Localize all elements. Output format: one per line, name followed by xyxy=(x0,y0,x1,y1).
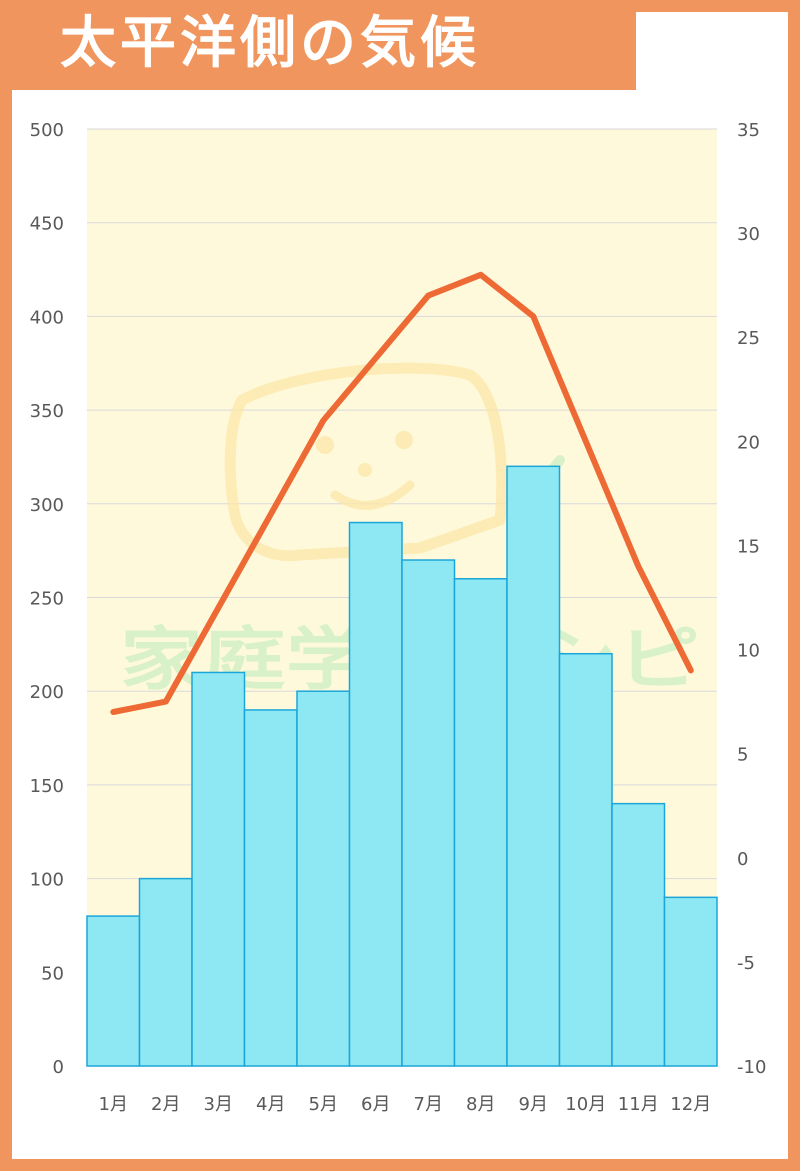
left-axis-tick-label: 100 xyxy=(30,870,64,891)
x-axis-ticks: 1月 2月 3月 4月 5月 6月 7月 8月 9月 10月 11月 12月 xyxy=(99,1094,712,1115)
bar xyxy=(453,578,508,1067)
right-axis-tick-label: 35 xyxy=(737,120,760,141)
line-point xyxy=(112,711,114,713)
line-point xyxy=(585,440,587,442)
x-axis-tick-label: 5月 xyxy=(309,1094,338,1115)
line-point xyxy=(637,565,639,567)
right-axis-tick-label: -10 xyxy=(737,1057,766,1078)
x-axis-tick-label: 2月 xyxy=(151,1094,180,1115)
right-axis-tick-label: 5 xyxy=(737,745,748,766)
left-axis-tick-label: 200 xyxy=(30,682,64,703)
left-axis-tick-label: 0 xyxy=(53,1057,64,1078)
left-axis-tick-label: 400 xyxy=(30,307,64,328)
left-axis-tick-label: 250 xyxy=(30,589,64,610)
left-axis-tick-label: 450 xyxy=(30,214,64,235)
line-point xyxy=(322,420,324,422)
line-point xyxy=(427,295,429,297)
right-axis-tick-label: 20 xyxy=(737,432,760,453)
watermark-eye-right-icon xyxy=(395,431,413,449)
bar xyxy=(86,915,141,1067)
watermark-nose-icon xyxy=(358,463,372,477)
line-point xyxy=(165,701,167,703)
left-axis-tick-label: 350 xyxy=(30,401,64,422)
x-axis-tick-label: 10月 xyxy=(565,1094,606,1115)
right-axis-tick-label: 10 xyxy=(737,641,760,662)
x-axis-tick-label: 9月 xyxy=(519,1094,548,1115)
title-band: 太平洋側の気候 xyxy=(0,0,636,90)
watermark-face-icon xyxy=(224,362,508,562)
bar xyxy=(348,521,403,1067)
left-axis-ticks: 0 50 100 150 200 250 300 350 400 450 500 xyxy=(30,120,64,1078)
right-axis-ticks: -10 -5 0 5 10 15 20 25 30 35 xyxy=(737,120,766,1078)
line-point xyxy=(217,607,219,609)
line-point xyxy=(690,669,692,671)
x-axis-tick-label: 4月 xyxy=(256,1094,285,1115)
left-axis-tick-label: 150 xyxy=(30,776,64,797)
x-axis-tick-label: 7月 xyxy=(414,1094,443,1115)
watermark-eye-left-icon xyxy=(316,436,334,454)
bar xyxy=(296,690,351,1067)
bar xyxy=(401,559,456,1067)
right-axis-tick-label: 30 xyxy=(737,224,760,245)
bar xyxy=(611,802,666,1067)
chart-title: 太平洋側の気候 xyxy=(60,11,480,76)
x-axis-tick-label: 3月 xyxy=(204,1094,233,1115)
bar xyxy=(506,465,561,1067)
left-axis-tick-label: 500 xyxy=(30,120,64,141)
line-point xyxy=(532,315,534,317)
left-axis-tick-label: 300 xyxy=(30,495,64,516)
bar xyxy=(663,896,718,1067)
x-axis-tick-label: 8月 xyxy=(466,1094,495,1115)
bar xyxy=(138,877,193,1067)
line-point xyxy=(375,357,377,359)
line-point xyxy=(270,513,272,515)
left-axis-tick-label: 50 xyxy=(41,963,64,984)
right-axis-tick-label: 15 xyxy=(737,536,760,557)
x-axis-tick-label: 11月 xyxy=(618,1094,659,1115)
right-axis-tick-label: 25 xyxy=(737,328,760,349)
line-point xyxy=(480,274,482,276)
x-axis-tick-label: 12月 xyxy=(670,1094,711,1115)
temperature-line xyxy=(110,271,694,715)
x-axis-tick-label: 6月 xyxy=(361,1094,390,1115)
right-axis-tick-label: -5 xyxy=(737,953,755,974)
bar xyxy=(558,652,613,1067)
watermark-smile-icon xyxy=(330,480,415,510)
bar-series xyxy=(86,465,718,1067)
right-axis-tick-label: 0 xyxy=(737,849,748,870)
bar xyxy=(191,671,246,1067)
x-axis-tick-label: 1月 xyxy=(99,1094,128,1115)
line-points xyxy=(112,274,692,713)
bar xyxy=(243,709,298,1067)
